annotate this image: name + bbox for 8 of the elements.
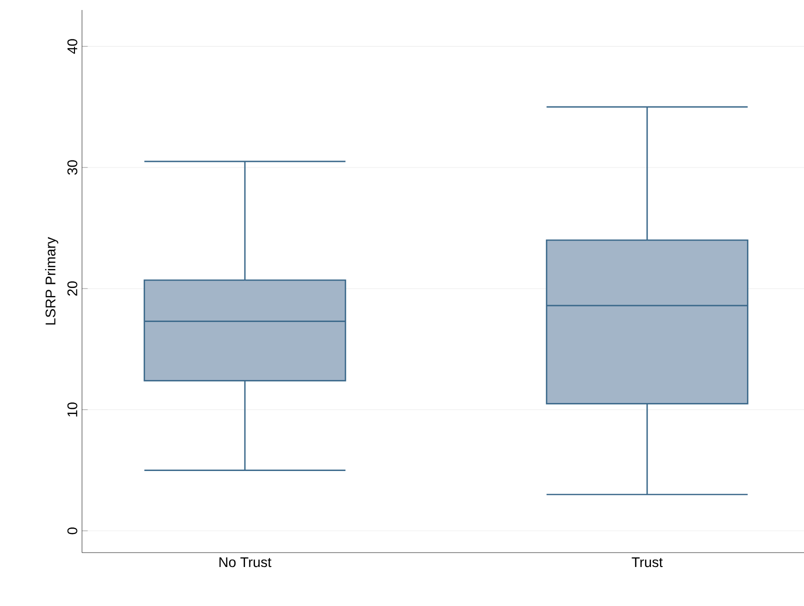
y-axis-title: LSRP Primary: [45, 237, 58, 325]
x-tick-label: No Trust: [219, 557, 272, 568]
x-tick-label: Trust: [632, 557, 663, 568]
y-tick-label: 40: [67, 39, 78, 54]
y-tick-label: 20: [67, 281, 78, 296]
y-tick-label: 10: [67, 402, 78, 416]
y-tick-label: 30: [67, 160, 78, 175]
y-tick-label: 0: [67, 528, 78, 534]
